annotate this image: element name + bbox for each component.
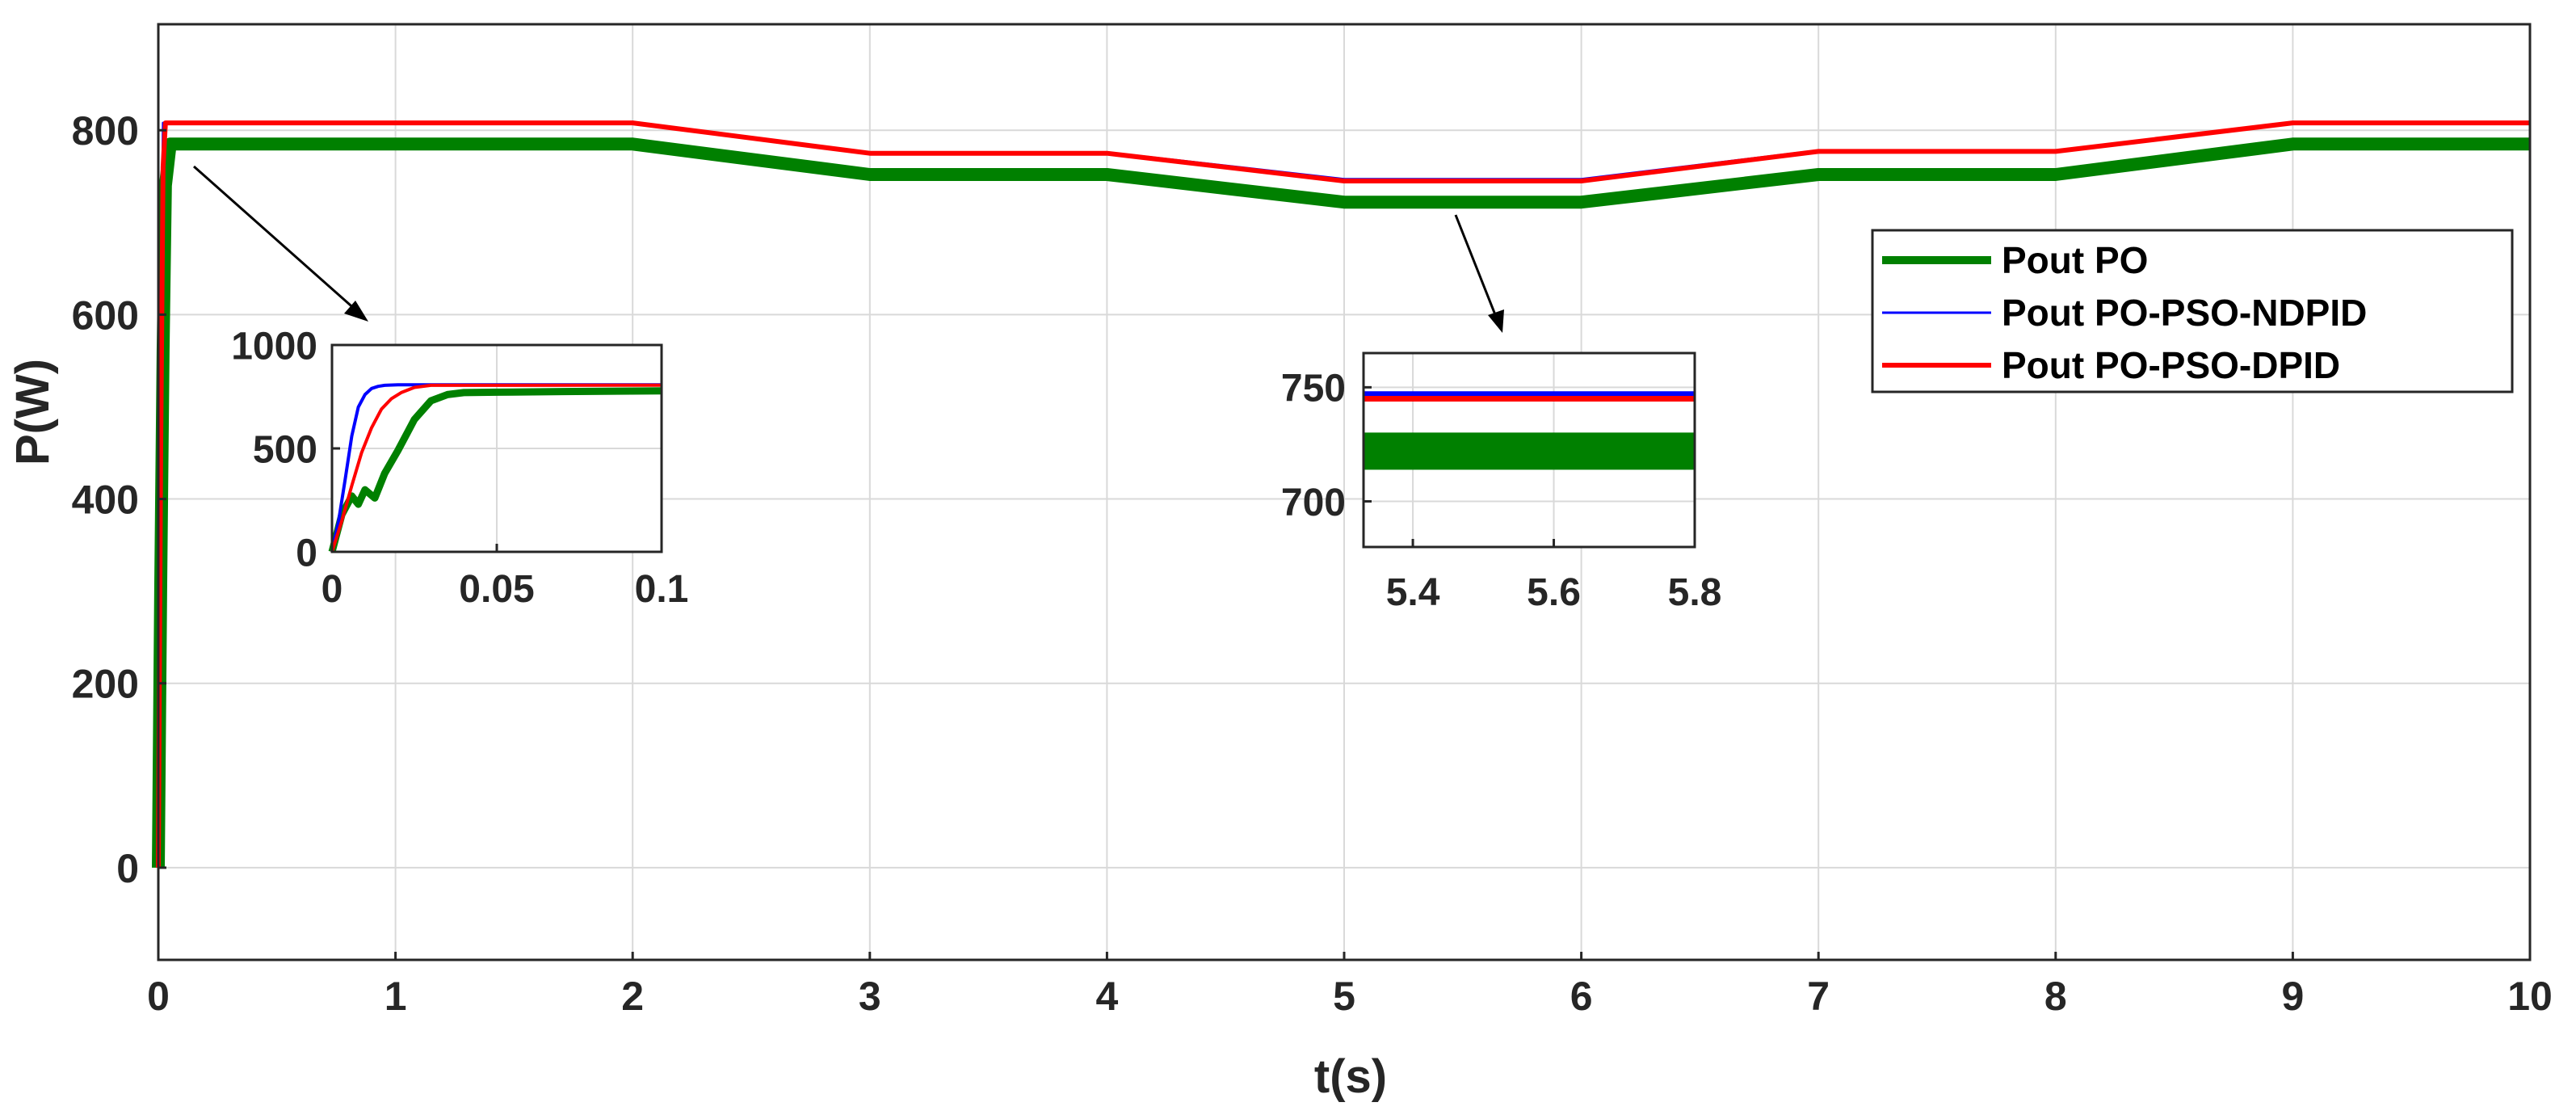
main-x-tick-label: 5 — [1333, 974, 1355, 1019]
startup-inset-y-tick-label: 1000 — [231, 325, 317, 368]
arrowhead-startup — [344, 301, 368, 322]
startup-inset-y-tick-label: 500 — [253, 428, 317, 471]
startup-inset-x-tick-label: 0.1 — [635, 568, 689, 611]
arrow-to-steady-inset — [1454, 214, 1498, 318]
main-y-tick-label: 600 — [72, 292, 139, 338]
main-x-tick-label: 3 — [859, 974, 881, 1019]
steady-inset-x-tick-label: 5.8 — [1668, 571, 1722, 614]
steady-inset-y-tick-label: 750 — [1281, 368, 1346, 410]
steady-inset-frame — [1362, 351, 1696, 549]
main-series — [152, 120, 2530, 868]
legend-label-po: Pout PO — [2002, 239, 2148, 281]
startup-inset-series-dpid — [330, 383, 662, 553]
main-x-tick-label: 2 — [621, 974, 644, 1019]
main-x-tick-label: 8 — [2044, 974, 2067, 1019]
steady-inset-series — [1364, 391, 1695, 470]
steady-inset-x-tick-label: 5.6 — [1527, 571, 1581, 614]
main-y-tick-label: 200 — [72, 662, 139, 707]
startup-zoom-inset: 0 0.05 0.1 0 500 1000 — [231, 325, 688, 611]
startup-inset-x-tick-label: 0 — [321, 568, 343, 611]
legend: Pout PO Pout PO-PSO-NDPID Pout PO-PSO-DP… — [1871, 229, 2514, 393]
main-series-dpid — [156, 120, 2530, 868]
legend-label-dpid: Pout PO-PSO-DPID — [2002, 344, 2340, 386]
main-x-tick-label: 9 — [2281, 974, 2304, 1019]
steady-inset-x-tick-label: 5.4 — [1386, 571, 1440, 614]
main-x-tick-label: 4 — [1095, 974, 1118, 1019]
main-plot: 0 1 2 3 4 5 6 7 8 9 10 0 200 400 600 800 t(s) P(W) — [6, 23, 2553, 1103]
x-axis-title: t(s) — [1314, 1050, 1387, 1103]
main-y-tick-label: 0 — [116, 846, 139, 891]
arrowhead-steady — [1488, 309, 1504, 333]
steady-state-zoom-inset: 5.4 5.6 5.8 700 750 — [1281, 351, 1722, 614]
main-x-tick-label: 0 — [147, 974, 170, 1019]
arrow-to-startup-inset — [193, 165, 358, 313]
main-x-tick-label: 6 — [1570, 974, 1593, 1019]
legend-label-ndpid: Pout PO-PSO-NDPID — [2002, 292, 2367, 334]
startup-inset-x-tick-label: 0.05 — [459, 568, 534, 611]
startup-inset-x-ticks: 0 0.05 0.1 — [321, 544, 689, 611]
steady-inset-y-ticks: 700 750 — [1281, 368, 1372, 524]
main-x-ticks: 0 1 2 3 4 5 6 7 8 9 10 — [147, 952, 2553, 1019]
startup-inset-y-ticks: 0 500 1000 — [231, 325, 340, 574]
main-x-tick-label: 1 — [385, 974, 407, 1019]
startup-inset-y-tick-label: 0 — [296, 532, 317, 574]
steady-inset-x-ticks: 5.4 5.6 5.8 — [1386, 539, 1722, 614]
main-y-ticks: 0 200 400 600 800 — [72, 108, 166, 891]
main-x-tick-label: 7 — [1807, 974, 1830, 1019]
main-x-tick-label: 10 — [2507, 974, 2553, 1019]
annotation-arrows — [193, 165, 1504, 333]
y-axis-title: P(W) — [6, 359, 59, 465]
main-y-tick-label: 400 — [72, 478, 139, 523]
startup-inset-series-ndpid — [330, 383, 662, 553]
startup-inset-series-po — [328, 387, 662, 553]
main-y-tick-label: 800 — [72, 108, 139, 154]
steady-inset-y-tick-label: 700 — [1281, 482, 1346, 524]
startup-inset-series — [328, 383, 662, 553]
